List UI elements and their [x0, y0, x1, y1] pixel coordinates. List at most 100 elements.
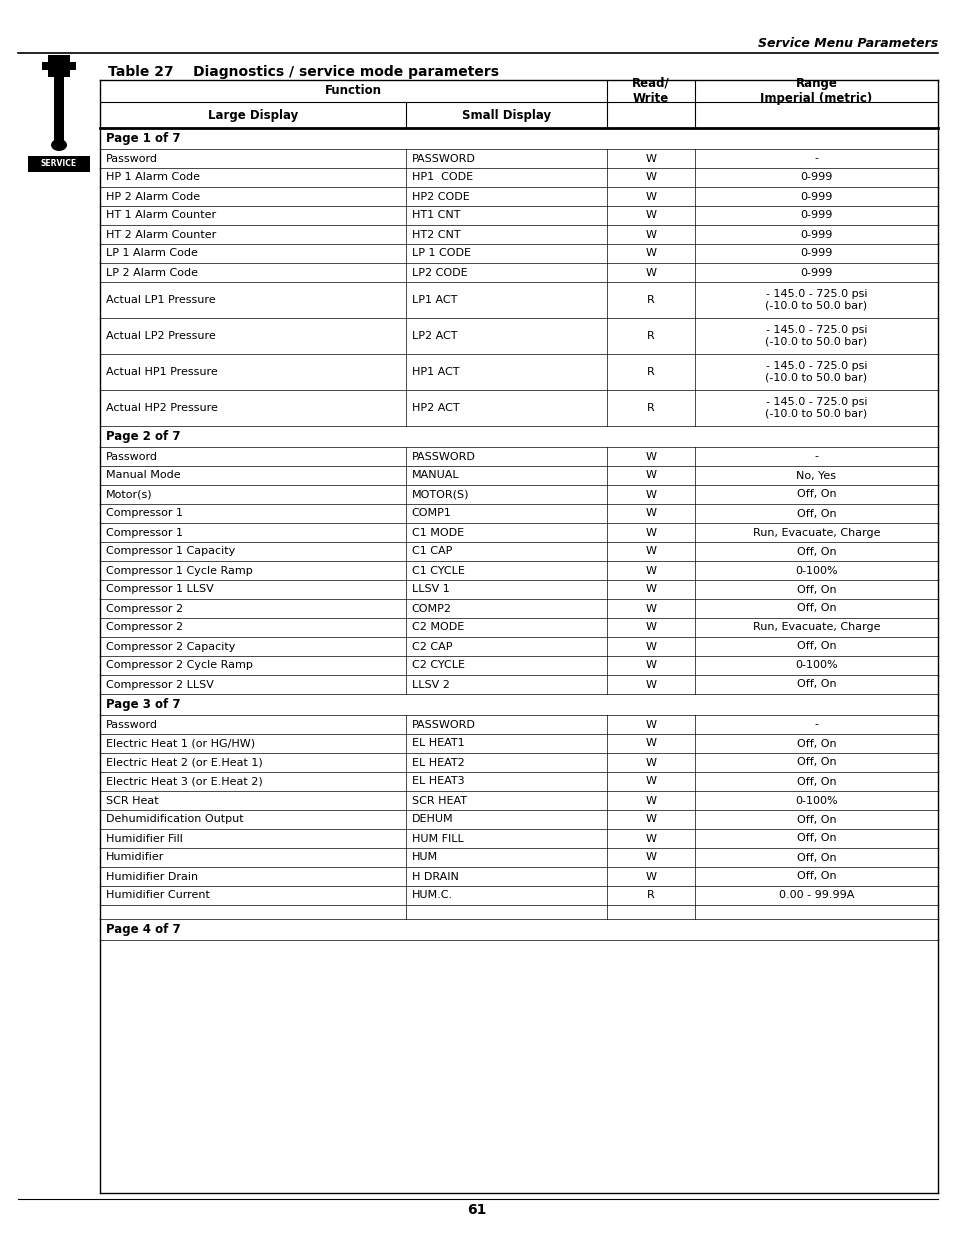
- Text: R: R: [646, 403, 654, 412]
- Text: LLSV 2: LLSV 2: [412, 679, 449, 689]
- Text: Compressor 2: Compressor 2: [106, 604, 183, 614]
- Text: MANUAL: MANUAL: [412, 471, 459, 480]
- Text: Page 3 of 7: Page 3 of 7: [106, 698, 180, 711]
- Text: DEHUM: DEHUM: [412, 815, 453, 825]
- Text: W: W: [645, 527, 656, 537]
- Text: R: R: [646, 295, 654, 305]
- Text: LP 2 Alarm Code: LP 2 Alarm Code: [106, 268, 198, 278]
- Text: HP2 CODE: HP2 CODE: [412, 191, 469, 201]
- Text: W: W: [645, 872, 656, 882]
- Text: C2 MODE: C2 MODE: [412, 622, 463, 632]
- Text: Compressor 2 LLSV: Compressor 2 LLSV: [106, 679, 213, 689]
- Text: LLSV 1: LLSV 1: [412, 584, 449, 594]
- Text: W: W: [645, 777, 656, 787]
- Text: - 145.0 - 725.0 psi
(-10.0 to 50.0 bar): - 145.0 - 725.0 psi (-10.0 to 50.0 bar): [764, 361, 866, 383]
- Text: Run, Evacuate, Charge: Run, Evacuate, Charge: [752, 622, 880, 632]
- Text: Compressor 1: Compressor 1: [106, 527, 183, 537]
- Text: No, Yes: No, Yes: [796, 471, 836, 480]
- Text: W: W: [645, 641, 656, 652]
- Text: 61: 61: [467, 1203, 486, 1216]
- Ellipse shape: [51, 140, 67, 151]
- Bar: [48, 56, 70, 77]
- Text: Compressor 1: Compressor 1: [106, 509, 183, 519]
- Text: HP 2 Alarm Code: HP 2 Alarm Code: [106, 191, 200, 201]
- Text: 0-999: 0-999: [800, 248, 832, 258]
- Text: LP1 ACT: LP1 ACT: [412, 295, 456, 305]
- Text: Off, On: Off, On: [796, 679, 836, 689]
- Text: -: -: [814, 452, 818, 462]
- Text: Large Display: Large Display: [208, 109, 297, 121]
- Text: LP 1 Alarm Code: LP 1 Alarm Code: [106, 248, 197, 258]
- Text: EL HEAT2: EL HEAT2: [412, 757, 464, 767]
- Text: EL HEAT1: EL HEAT1: [412, 739, 464, 748]
- Text: Electric Heat 2 (or E.Heat 1): Electric Heat 2 (or E.Heat 1): [106, 757, 262, 767]
- Text: - 145.0 - 725.0 psi
(-10.0 to 50.0 bar): - 145.0 - 725.0 psi (-10.0 to 50.0 bar): [764, 289, 866, 311]
- Text: Run, Evacuate, Charge: Run, Evacuate, Charge: [752, 527, 880, 537]
- Text: PASSWORD: PASSWORD: [412, 720, 476, 730]
- Bar: [54, 77, 64, 144]
- Text: Actual HP2 Pressure: Actual HP2 Pressure: [106, 403, 217, 412]
- Text: W: W: [645, 795, 656, 805]
- Text: W: W: [645, 191, 656, 201]
- Text: Dehumidification Output: Dehumidification Output: [106, 815, 243, 825]
- Text: COMP1: COMP1: [412, 509, 452, 519]
- Text: C2 CYCLE: C2 CYCLE: [412, 661, 464, 671]
- Text: W: W: [645, 210, 656, 221]
- Bar: [42, 62, 50, 70]
- Text: W: W: [645, 230, 656, 240]
- Text: Off, On: Off, On: [796, 834, 836, 844]
- Text: EL HEAT3: EL HEAT3: [412, 777, 464, 787]
- Text: SERVICE: SERVICE: [41, 159, 77, 168]
- Text: W: W: [645, 757, 656, 767]
- Text: LP 1 CODE: LP 1 CODE: [412, 248, 471, 258]
- Text: HP2 ACT: HP2 ACT: [412, 403, 459, 412]
- Text: Humidifier: Humidifier: [106, 852, 164, 862]
- Text: HT 1 Alarm Counter: HT 1 Alarm Counter: [106, 210, 216, 221]
- Text: Off, On: Off, On: [796, 739, 836, 748]
- Text: Compressor 2: Compressor 2: [106, 622, 183, 632]
- Text: W: W: [645, 153, 656, 163]
- Text: C1 MODE: C1 MODE: [412, 527, 463, 537]
- Text: HP 1 Alarm Code: HP 1 Alarm Code: [106, 173, 200, 183]
- Text: Humidifier Current: Humidifier Current: [106, 890, 210, 900]
- Text: Off, On: Off, On: [796, 509, 836, 519]
- Text: HT1 CNT: HT1 CNT: [412, 210, 460, 221]
- Text: W: W: [645, 248, 656, 258]
- Text: LP2 ACT: LP2 ACT: [412, 331, 456, 341]
- Text: Off, On: Off, On: [796, 489, 836, 499]
- Text: HT2 CNT: HT2 CNT: [412, 230, 460, 240]
- Bar: [28, 156, 90, 172]
- Text: SCR HEAT: SCR HEAT: [412, 795, 466, 805]
- Bar: [68, 62, 76, 70]
- Text: R: R: [646, 367, 654, 377]
- Text: Electric Heat 1 (or HG/HW): Electric Heat 1 (or HG/HW): [106, 739, 254, 748]
- Text: 0-999: 0-999: [800, 230, 832, 240]
- Text: 0-100%: 0-100%: [795, 661, 837, 671]
- Text: Actual LP2 Pressure: Actual LP2 Pressure: [106, 331, 215, 341]
- Text: - 145.0 - 725.0 psi
(-10.0 to 50.0 bar): - 145.0 - 725.0 psi (-10.0 to 50.0 bar): [764, 396, 866, 419]
- Text: HP1 ACT: HP1 ACT: [412, 367, 459, 377]
- Text: SCR Heat: SCR Heat: [106, 795, 158, 805]
- Text: Actual HP1 Pressure: Actual HP1 Pressure: [106, 367, 217, 377]
- Text: 0.00 - 99.99A: 0.00 - 99.99A: [778, 890, 853, 900]
- Text: HUM: HUM: [412, 852, 437, 862]
- Text: W: W: [645, 173, 656, 183]
- Text: Password: Password: [106, 720, 158, 730]
- Text: Manual Mode: Manual Mode: [106, 471, 180, 480]
- Text: Off, On: Off, On: [796, 777, 836, 787]
- Text: PASSWORD: PASSWORD: [412, 153, 476, 163]
- Text: PASSWORD: PASSWORD: [412, 452, 476, 462]
- Text: HUM.C.: HUM.C.: [412, 890, 453, 900]
- Text: 0-999: 0-999: [800, 210, 832, 221]
- Text: -: -: [814, 153, 818, 163]
- Text: 0-100%: 0-100%: [795, 566, 837, 576]
- Text: Motor(s): Motor(s): [106, 489, 152, 499]
- Text: Compressor 2 Cycle Ramp: Compressor 2 Cycle Ramp: [106, 661, 253, 671]
- Text: W: W: [645, 739, 656, 748]
- Text: W: W: [645, 471, 656, 480]
- Text: HUM FILL: HUM FILL: [412, 834, 463, 844]
- Text: Compressor 1 LLSV: Compressor 1 LLSV: [106, 584, 213, 594]
- Text: W: W: [645, 547, 656, 557]
- Text: Electric Heat 3 (or E.Heat 2): Electric Heat 3 (or E.Heat 2): [106, 777, 262, 787]
- Text: C1 CAP: C1 CAP: [412, 547, 452, 557]
